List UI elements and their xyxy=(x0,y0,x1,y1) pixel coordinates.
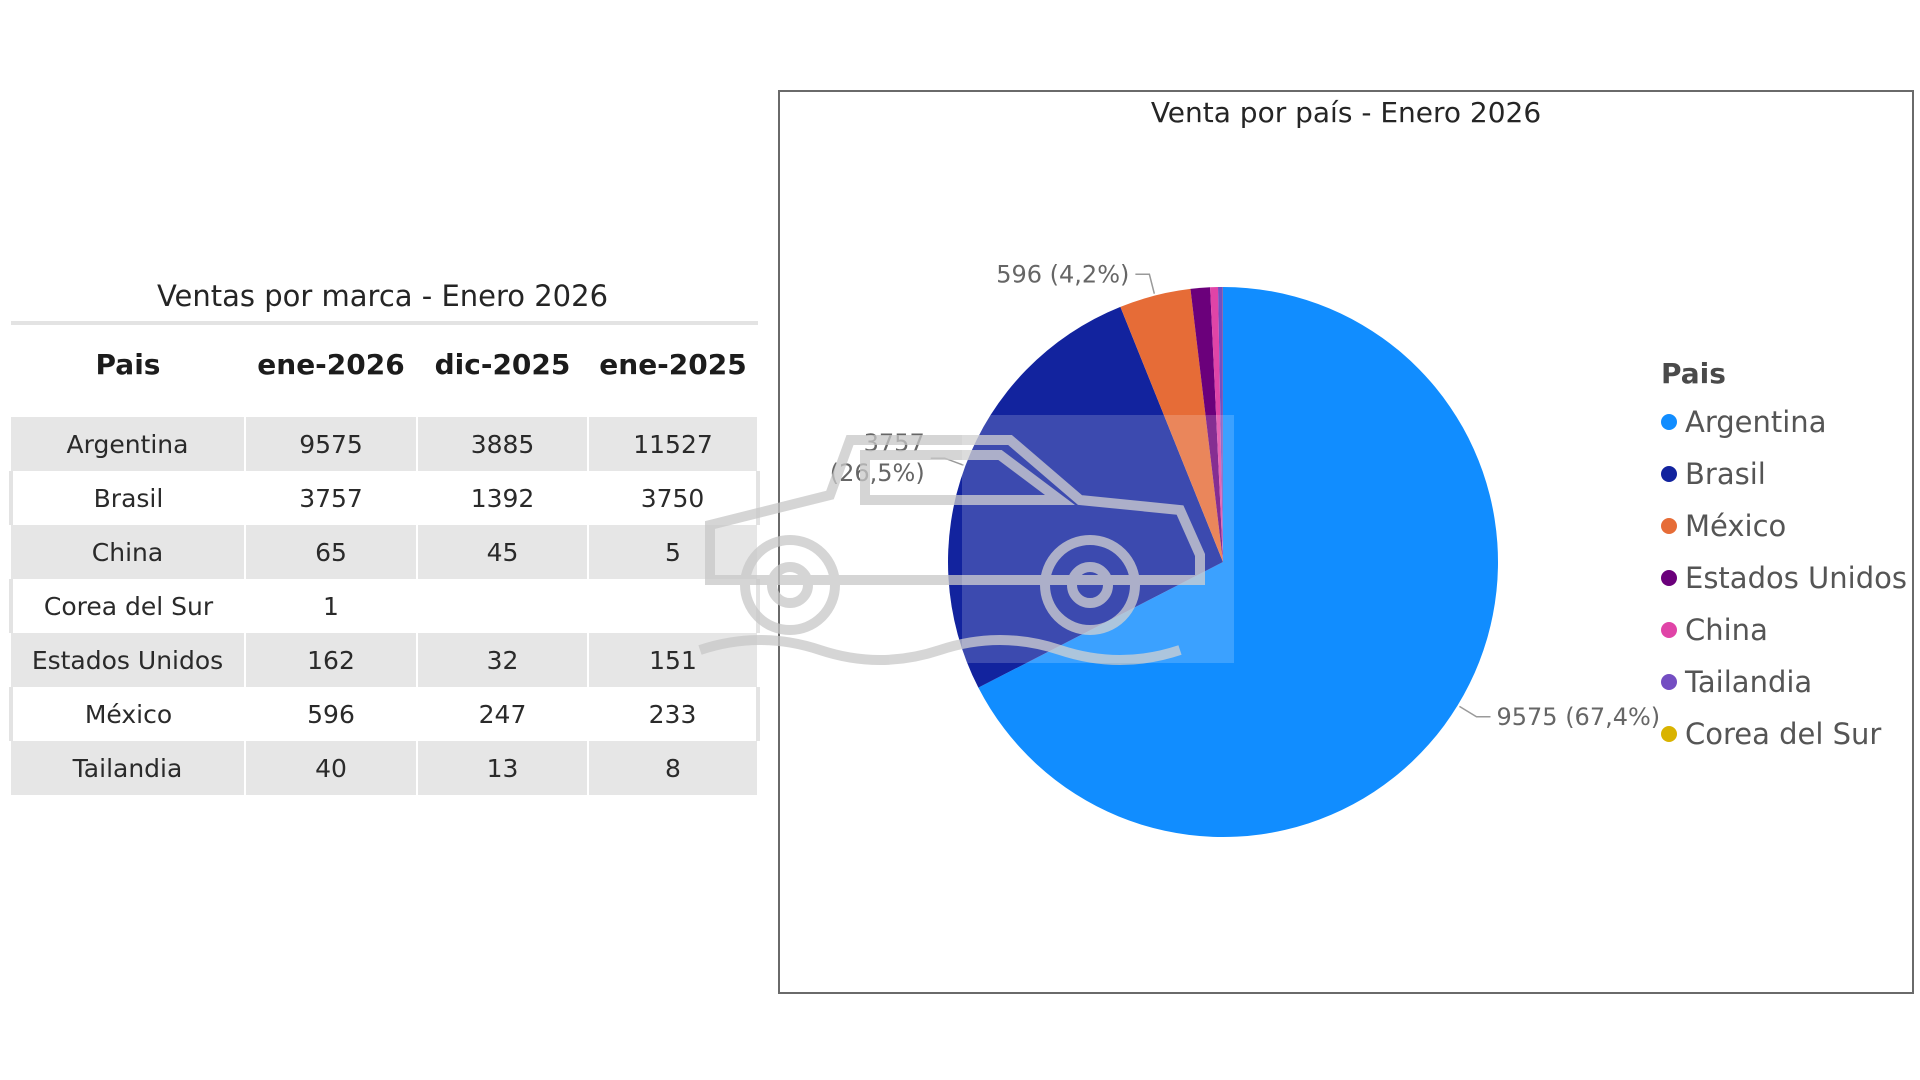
table-row[interactable]: Argentina 9575 3885 11527 xyxy=(11,410,759,471)
value-cell: 3885 xyxy=(417,410,589,471)
table-body: Argentina 9575 3885 11527 Brasil 3757 1392 3750… xyxy=(9,410,760,795)
chart-title: Venta por país - Enero 2026 xyxy=(1150,96,1542,129)
legend-item[interactable]: Argentina xyxy=(1661,396,1907,448)
legend-swatch-icon xyxy=(1661,622,1677,638)
table-row[interactable]: Corea del Sur 1 xyxy=(9,579,760,633)
column-header-dic-2025[interactable]: dic-2025 xyxy=(417,321,588,417)
pie-slice-tailandia[interactable] xyxy=(1218,287,1223,562)
value-cell xyxy=(417,579,589,633)
value-cell: 1392 xyxy=(417,471,589,525)
legend-label: Brasil xyxy=(1685,457,1766,491)
table-title: Ventas por marca - Enero 2026 xyxy=(156,279,609,313)
label-leader-line xyxy=(1459,705,1491,718)
legend-item[interactable]: Brasil xyxy=(1661,448,1907,500)
legend-item[interactable]: México xyxy=(1661,500,1907,552)
pie-slice-estados-unidos[interactable] xyxy=(1190,287,1223,562)
data-label: 9575 (67,4%) xyxy=(1496,703,1660,731)
column-header-ene-2025[interactable]: ene-2025 xyxy=(588,321,758,417)
data-label: (26,5%) xyxy=(830,459,925,487)
value-cell: 11527 xyxy=(588,410,759,471)
country-cell: México xyxy=(9,687,246,741)
legend-label: México xyxy=(1685,509,1787,543)
label-leader-line xyxy=(930,457,964,466)
value-cell: 233 xyxy=(588,687,760,741)
country-cell: Corea del Sur xyxy=(9,579,246,633)
legend-label: Corea del Sur xyxy=(1685,717,1882,751)
legend-label: Tailandia xyxy=(1685,665,1813,699)
value-cell: 5 xyxy=(588,525,759,579)
table-row[interactable]: Tailandia 40 13 8 xyxy=(11,741,759,795)
table-row[interactable]: China 65 45 5 xyxy=(11,525,759,579)
legend-swatch-icon xyxy=(1661,518,1677,534)
value-cell: 162 xyxy=(245,633,418,687)
legend-label: Argentina xyxy=(1685,405,1827,439)
legend-title: Pais xyxy=(1661,357,1726,390)
pie-slice-argentina[interactable] xyxy=(978,287,1498,837)
legend-swatch-icon xyxy=(1661,726,1677,742)
value-cell: 8 xyxy=(588,741,759,795)
value-cell: 32 xyxy=(417,633,589,687)
value-cell: 151 xyxy=(588,633,759,687)
value-cell: 45 xyxy=(417,525,589,579)
value-cell xyxy=(588,579,760,633)
legend-label: China xyxy=(1685,613,1768,647)
value-cell: 3757 xyxy=(245,471,418,525)
legend-item[interactable]: China xyxy=(1661,604,1907,656)
table-row[interactable]: México 596 247 233 xyxy=(9,687,760,741)
column-header-pais[interactable]: Pais xyxy=(11,321,245,417)
legend-swatch-icon xyxy=(1661,674,1677,690)
pie-chart-panel: Venta por país - Enero 2026 9575 (67,4%)… xyxy=(778,90,1914,994)
sales-table-panel: Ventas por marca - Enero 2026 Pais ene-2… xyxy=(9,275,760,795)
table-row[interactable]: Estados Unidos 162 32 151 xyxy=(11,633,759,687)
label-leader-line xyxy=(1135,273,1156,294)
country-cell: Argentina xyxy=(11,410,246,471)
chart-legend: Pais Argentina Brasil México Estados Unidos… xyxy=(1661,357,1907,760)
value-cell: 1 xyxy=(245,579,418,633)
value-cell: 9575 xyxy=(245,410,418,471)
legend-label: Estados Unidos xyxy=(1685,561,1907,595)
legend-item[interactable]: Estados Unidos xyxy=(1661,552,1907,604)
data-label: 596 (4,2%) xyxy=(996,260,1129,288)
value-cell: 65 xyxy=(245,525,418,579)
country-cell: Brasil xyxy=(9,471,246,525)
country-cell: Tailandia xyxy=(11,741,246,795)
table-row[interactable]: Brasil 3757 1392 3750 xyxy=(9,471,760,525)
column-header-ene-2026[interactable]: ene-2026 xyxy=(245,321,417,417)
value-cell: 247 xyxy=(417,687,589,741)
legend-swatch-icon xyxy=(1661,414,1677,430)
data-label: 3757 xyxy=(864,429,925,457)
value-cell: 13 xyxy=(417,741,589,795)
legend-item[interactable]: Corea del Sur xyxy=(1661,708,1907,760)
sales-table: Pais ene-2026 dic-2025 ene-2025 Argentin… xyxy=(9,321,760,795)
legend-swatch-icon xyxy=(1661,570,1677,586)
value-cell: 3750 xyxy=(588,471,760,525)
table-header-row: Pais ene-2026 dic-2025 ene-2025 xyxy=(11,321,758,417)
value-cell: 40 xyxy=(245,741,418,795)
pie-slice-china[interactable] xyxy=(1210,287,1223,562)
legend-item[interactable]: Tailandia xyxy=(1661,656,1907,708)
legend-swatch-icon xyxy=(1661,466,1677,482)
country-cell: Estados Unidos xyxy=(11,633,246,687)
value-cell: 596 xyxy=(245,687,418,741)
country-cell: China xyxy=(11,525,246,579)
